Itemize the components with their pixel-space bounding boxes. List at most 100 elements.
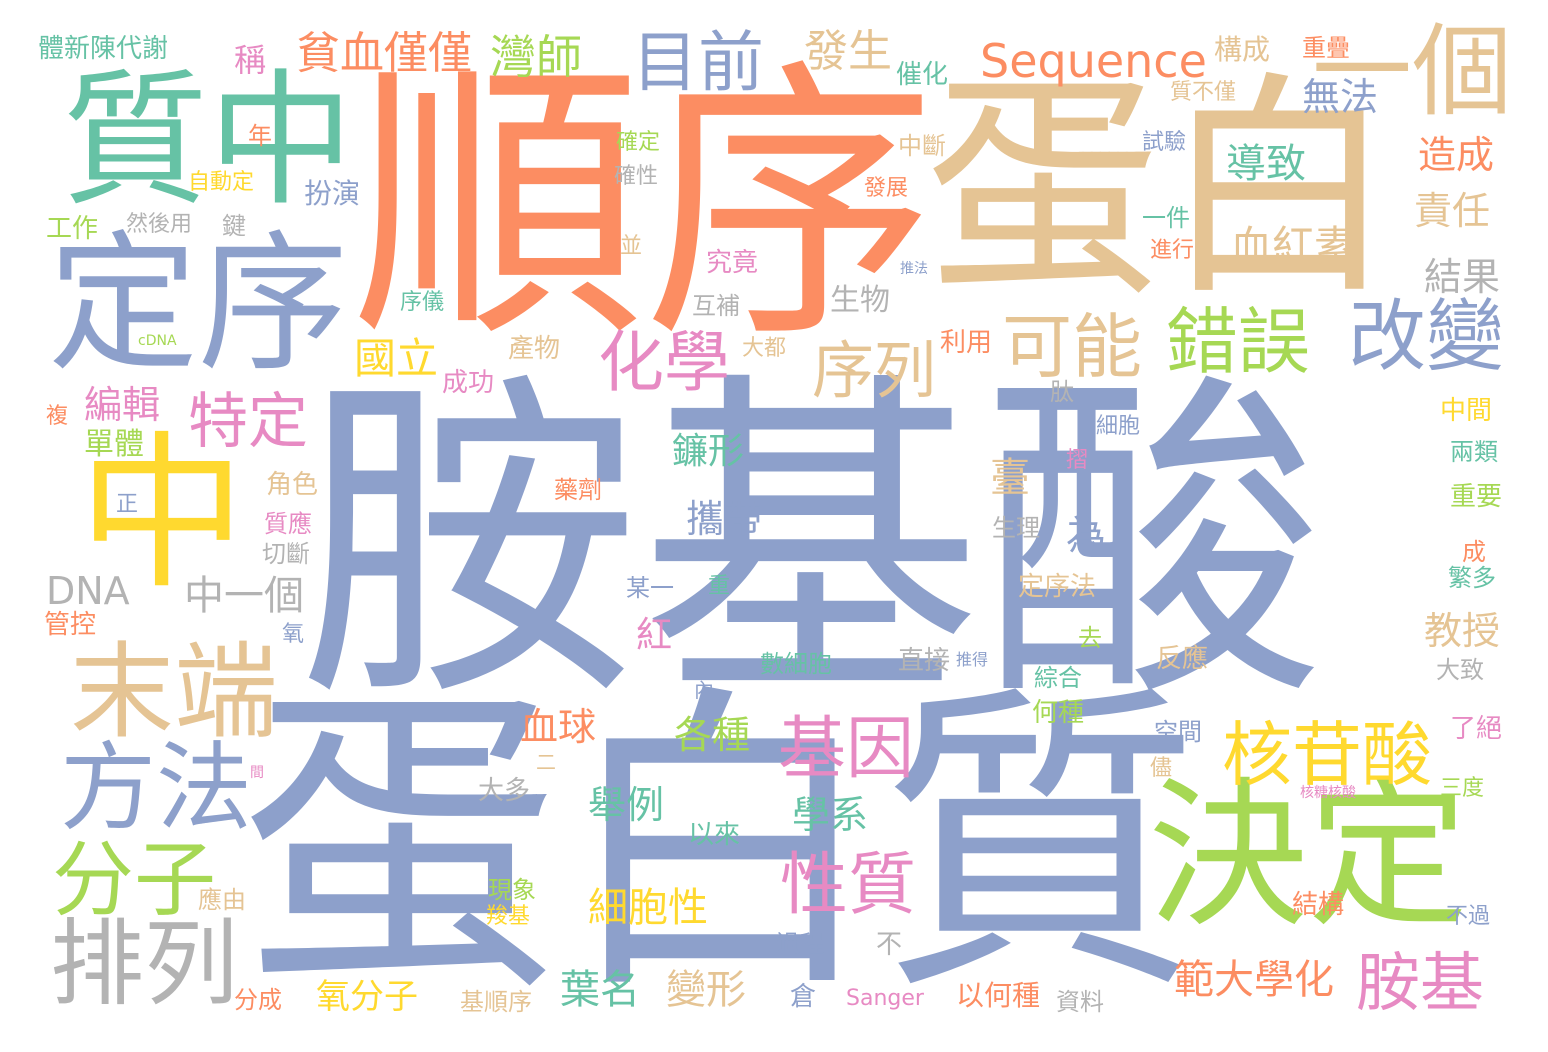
word: 利用 <box>940 328 993 358</box>
word: 細胞 <box>1096 414 1141 439</box>
word: 造成 <box>1418 133 1495 177</box>
word: 臺 <box>990 455 1030 501</box>
word: 錯誤 <box>1166 300 1311 384</box>
word: 試驗 <box>1142 130 1187 155</box>
word: 結果 <box>1424 255 1501 299</box>
word: 教授 <box>1424 609 1501 653</box>
word: 氧 <box>282 622 305 647</box>
word: 單體 <box>84 427 144 462</box>
word: 體新陳代謝 <box>38 34 169 64</box>
word: 管控 <box>44 610 97 640</box>
word: Sanger <box>846 986 924 1011</box>
word: 胺基酸 <box>298 345 1324 743</box>
word: 確定 <box>616 130 661 155</box>
word: 中間 <box>1440 396 1493 426</box>
word: 序列 <box>812 334 937 407</box>
word: 紅 <box>636 615 673 656</box>
word: 結構 <box>1292 890 1345 920</box>
word: 大都 <box>742 336 787 361</box>
word: 核苷酸 <box>1222 714 1432 796</box>
word: 質不僅 <box>1170 80 1237 105</box>
word: 稱 <box>234 41 267 79</box>
word: Sequence <box>980 34 1207 88</box>
word: 現象 <box>488 876 536 904</box>
word: 特定 <box>188 387 308 457</box>
word: 改變 <box>1348 292 1505 382</box>
word: 排列 <box>50 910 239 1019</box>
word: 序儀 <box>400 290 445 315</box>
word: 應由 <box>198 886 246 914</box>
word: cDNA <box>138 333 177 349</box>
word: 確性 <box>614 164 659 189</box>
word: 反應 <box>1156 644 1209 674</box>
word: 資料 <box>1056 988 1104 1016</box>
word: 三度 <box>1440 776 1485 801</box>
word: 構成 <box>1214 33 1271 66</box>
word: 二 <box>536 750 556 774</box>
word: 中斷 <box>898 132 946 160</box>
word: 定序法 <box>1018 572 1097 602</box>
word: 空間 <box>1154 718 1202 746</box>
word: 中 <box>78 416 246 612</box>
word: 切斷 <box>262 540 310 568</box>
word: 蛋白 <box>925 52 1398 327</box>
word: 一件 <box>1142 204 1190 232</box>
word: 目前 <box>632 24 764 101</box>
word: 自動定 <box>188 170 255 195</box>
word: 扮演 <box>304 177 361 210</box>
word: 性質 <box>780 846 917 925</box>
word: 重疊 <box>1302 34 1350 62</box>
word: 分子 <box>52 833 217 928</box>
word: 直接 <box>898 646 951 676</box>
word: 羧基 <box>486 904 531 929</box>
word: 一個 <box>1312 13 1512 130</box>
word: 蛋白質 <box>240 660 1200 1032</box>
word: 鐮形 <box>672 431 745 472</box>
word: 質應 <box>264 510 312 538</box>
word: 國立 <box>354 334 439 383</box>
word: 年 <box>248 122 272 150</box>
word: 胺基 <box>1356 947 1484 1021</box>
word: 無法 <box>1302 75 1379 119</box>
word: 工作 <box>46 214 99 244</box>
word: 以來 <box>688 820 741 850</box>
word: 灣師 <box>490 30 582 84</box>
word: 氧分子 <box>316 977 418 1017</box>
word: 生理 <box>992 514 1040 542</box>
word: 範大學化 <box>1174 957 1334 1003</box>
word: 細胞性 <box>588 885 708 931</box>
word: 大多 <box>478 776 531 806</box>
word: 不過 <box>1446 904 1491 929</box>
word: 複 <box>46 404 69 429</box>
word: 發展 <box>864 176 909 201</box>
word: 大致 <box>1436 656 1484 684</box>
word: 血紅素 <box>1230 222 1357 271</box>
word: 可能 <box>1002 306 1142 388</box>
word: 產物 <box>508 334 561 364</box>
word: 繁多 <box>1448 564 1496 592</box>
word: 貧血僅僅 <box>296 28 472 79</box>
word: 究竟 <box>706 248 759 278</box>
word: 變形 <box>666 967 746 1013</box>
word: 催化 <box>896 60 949 90</box>
word: 然後用 <box>126 212 193 237</box>
word: 過程 <box>776 930 824 958</box>
word: 重 <box>708 574 731 599</box>
word: 進行 <box>1150 238 1195 263</box>
word: 順序 <box>352 36 936 376</box>
word: 學系 <box>792 793 869 837</box>
word: 某一 <box>626 574 674 602</box>
word: 責任 <box>1414 189 1491 233</box>
word: 角色 <box>266 470 319 500</box>
word: 成功 <box>442 368 495 398</box>
word: 各種 <box>674 713 751 757</box>
word: 導致 <box>1226 141 1306 187</box>
word: 間 <box>250 765 264 781</box>
word: 並 <box>620 234 643 259</box>
word: 葉名 <box>560 967 640 1013</box>
word: 基順序 <box>460 988 532 1016</box>
word: 摺 <box>1066 448 1089 473</box>
word: 決定 <box>1148 762 1469 949</box>
word: 核糖核酸 <box>1300 785 1356 801</box>
